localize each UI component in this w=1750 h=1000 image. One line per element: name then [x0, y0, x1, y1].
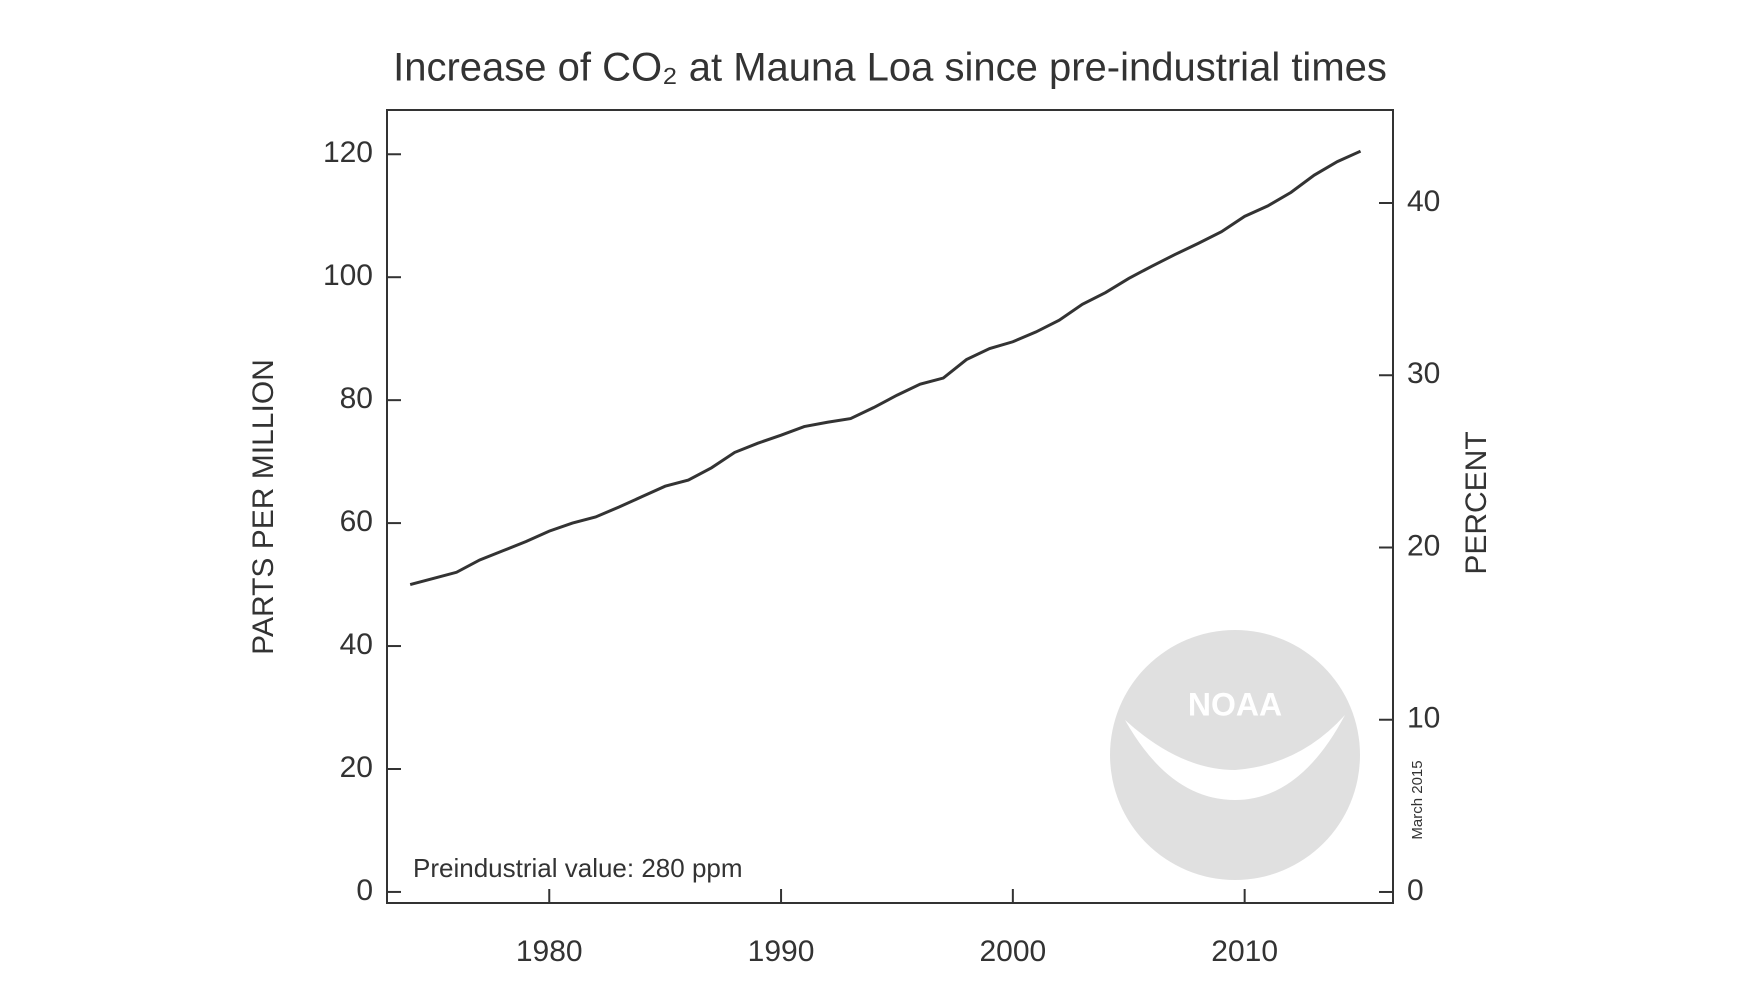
chart-title: Increase of CO₂ at Mauna Loa since pre-i… [393, 46, 1387, 90]
y2-tick-label: 20 [1407, 529, 1440, 562]
x-tick-label: 2000 [979, 935, 1046, 968]
y-axis-label: PARTS PER MILLION [247, 359, 280, 655]
logo-disc [1110, 630, 1360, 880]
y-tick-label: 20 [340, 751, 373, 784]
x-tick-label: 1990 [748, 935, 815, 968]
data-line [409, 149, 1362, 587]
y2-tick-label: 10 [1407, 702, 1440, 735]
y2-tick-label: 30 [1407, 357, 1440, 390]
noaa-logo: NOAA [1110, 630, 1360, 880]
y-tick-label: 80 [340, 382, 373, 415]
logo-text: NOAA [1188, 686, 1282, 722]
y-tick-label: 40 [340, 628, 373, 661]
date-note: March 2015 [1409, 760, 1426, 839]
y-tick-label: 100 [323, 259, 373, 292]
y-tick-label: 60 [340, 505, 373, 538]
y-tick-label: 0 [356, 874, 373, 907]
y2-tick-label: 40 [1407, 185, 1440, 218]
y2-tick-label: 0 [1407, 874, 1424, 907]
y-tick-label: 120 [323, 136, 373, 169]
plot-frame [386, 109, 1394, 904]
annotation: Preindustrial value: 280 ppm [413, 853, 743, 883]
y2-axis-label: PERCENT [1460, 431, 1493, 574]
x-tick-label: 1980 [516, 935, 583, 968]
logo-bird [1125, 715, 1345, 800]
x-tick-label: 2010 [1211, 935, 1278, 968]
